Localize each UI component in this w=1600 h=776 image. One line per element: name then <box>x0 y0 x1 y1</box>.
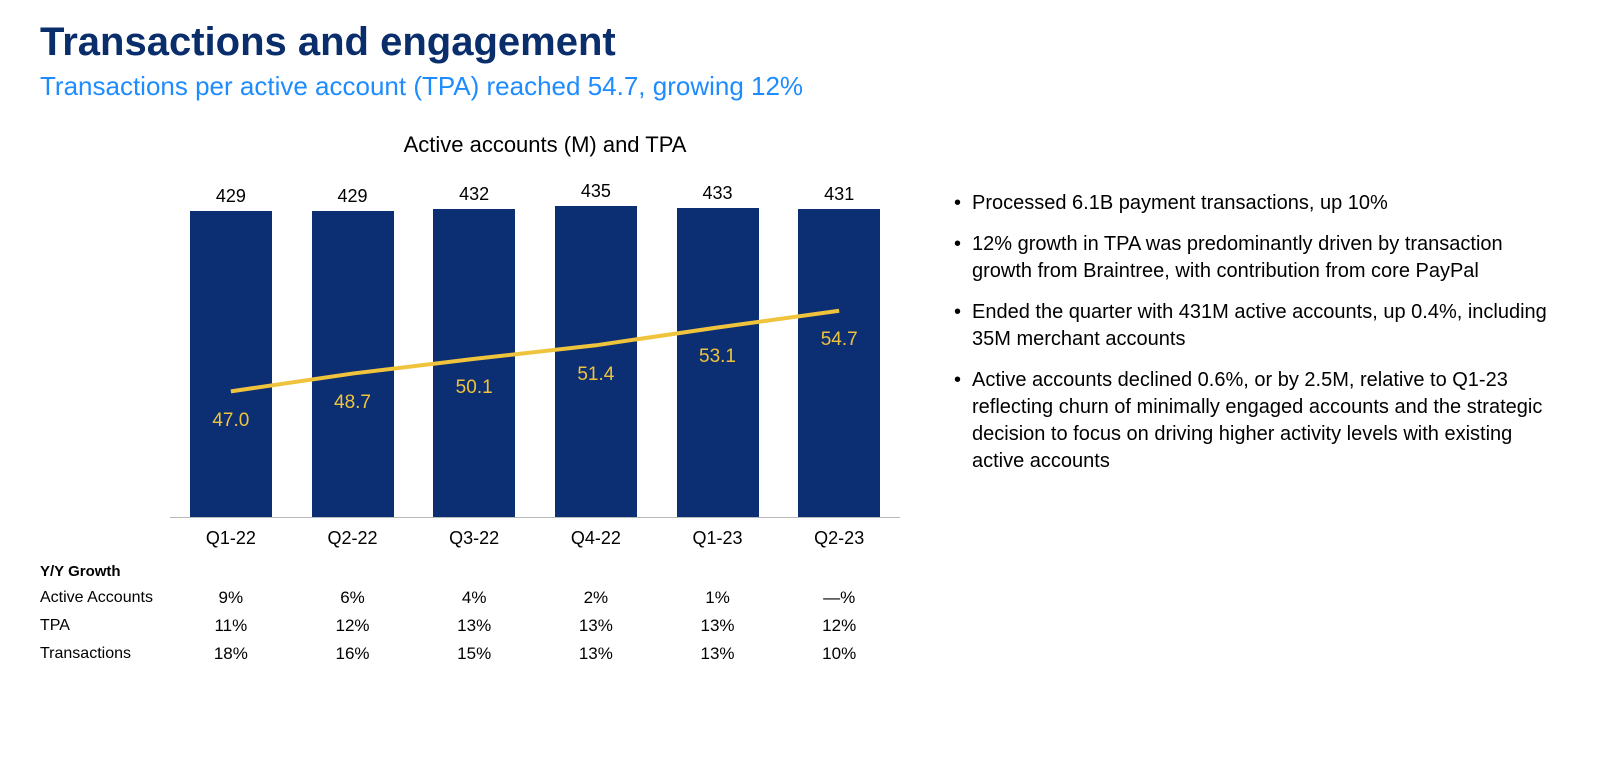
bar: 54.7 <box>798 209 880 517</box>
bullet-item: Processed 6.1B payment transactions, up … <box>950 190 1560 217</box>
growth-row: Active Accounts9%6%4%2%1%—% <box>40 588 900 608</box>
bullets-column: Processed 6.1B payment transactions, up … <box>950 132 1560 672</box>
growth-row-cells: 11%12%13%13%13%12% <box>170 616 900 636</box>
tpa-label: 50.1 <box>456 377 493 399</box>
growth-row-cells: 9%6%4%2%1%—% <box>170 588 900 608</box>
tpa-label: 47.0 <box>212 410 249 432</box>
x-tick-label: Q1-23 <box>657 528 779 549</box>
growth-cell: 6% <box>292 588 414 608</box>
bar-container: 429 47.0 429 48.7 432 50.1 435 51.4 433 53.1 431 54… <box>170 168 900 517</box>
growth-cell: 12% <box>778 616 900 636</box>
bar-value-label: 429 <box>337 186 367 207</box>
bullet-item: 12% growth in TPA was predominantly driv… <box>950 231 1560 285</box>
x-tick-label: Q3-22 <box>413 528 535 549</box>
bar: 48.7 <box>312 211 394 517</box>
bar-value-label: 433 <box>703 183 733 204</box>
bar-value-label: 432 <box>459 184 489 205</box>
tpa-label: 51.4 <box>577 364 614 386</box>
growth-cell: 10% <box>778 644 900 664</box>
growth-cell: 16% <box>292 644 414 664</box>
growth-cell: —% <box>778 588 900 608</box>
growth-row-label: TPA <box>40 617 170 635</box>
growth-cell: 13% <box>657 616 779 636</box>
bar: 50.1 <box>433 209 515 517</box>
bar-slot: 435 51.4 <box>535 168 657 517</box>
bullet-item: Ended the quarter with 431M active accou… <box>950 299 1560 353</box>
bar-value-label: 435 <box>581 181 611 202</box>
growth-cell: 13% <box>657 644 779 664</box>
x-axis: Q1-22Q2-22Q3-22Q4-22Q1-23Q2-23 <box>170 528 900 549</box>
bullet-list: Processed 6.1B payment transactions, up … <box>950 190 1560 475</box>
growth-cell: 13% <box>413 616 535 636</box>
growth-cell: 1% <box>657 588 779 608</box>
bar-slot: 429 47.0 <box>170 168 292 517</box>
growth-cell: 15% <box>413 644 535 664</box>
chart-column: Active accounts (M) and TPA 429 47.0 429 48… <box>40 132 920 672</box>
growth-cell: 9% <box>170 588 292 608</box>
bar: 51.4 <box>555 206 637 517</box>
growth-row-label: Active Accounts <box>40 589 170 607</box>
growth-header-row: Y/Y Growth <box>40 563 900 580</box>
growth-cell: 11% <box>170 616 292 636</box>
x-tick-label: Q2-23 <box>778 528 900 549</box>
tpa-label: 54.7 <box>821 329 858 351</box>
growth-table: Y/Y GrowthActive Accounts9%6%4%2%1%—%TPA… <box>40 563 900 664</box>
growth-cell: 12% <box>292 616 414 636</box>
growth-row: TPA11%12%13%13%13%12% <box>40 616 900 636</box>
growth-cell: 2% <box>535 588 657 608</box>
growth-header-label: Y/Y Growth <box>40 563 170 580</box>
content-row: Active accounts (M) and TPA 429 47.0 429 48… <box>40 132 1560 672</box>
bar-slot: 431 54.7 <box>778 168 900 517</box>
bar: 47.0 <box>190 211 272 517</box>
bar-value-label: 431 <box>824 184 854 205</box>
x-tick-label: Q4-22 <box>535 528 657 549</box>
growth-row-label: Transactions <box>40 645 170 663</box>
tpa-label: 53.1 <box>699 346 736 368</box>
tpa-label: 48.7 <box>334 392 371 414</box>
growth-cell: 13% <box>535 644 657 664</box>
chart-plot: 429 47.0 429 48.7 432 50.1 435 51.4 433 53.1 431 54… <box>170 168 900 518</box>
growth-row: Transactions18%16%15%13%13%10% <box>40 644 900 664</box>
bar-slot: 429 48.7 <box>292 168 414 517</box>
growth-row-cells: 18%16%15%13%13%10% <box>170 644 900 664</box>
growth-cell: 18% <box>170 644 292 664</box>
x-tick-label: Q1-22 <box>170 528 292 549</box>
growth-cell: 4% <box>413 588 535 608</box>
chart-title: Active accounts (M) and TPA <box>170 132 920 158</box>
bar-slot: 433 53.1 <box>657 168 779 517</box>
x-tick-label: Q2-22 <box>292 528 414 549</box>
chart-wrap: 429 47.0 429 48.7 432 50.1 435 51.4 433 53.1 431 54… <box>170 168 900 549</box>
page-title: Transactions and engagement <box>40 20 1560 65</box>
bullet-item: Active accounts declined 0.6%, or by 2.5… <box>950 367 1560 475</box>
growth-cell: 13% <box>535 616 657 636</box>
bar-slot: 432 50.1 <box>413 168 535 517</box>
bar: 53.1 <box>677 208 759 517</box>
bar-value-label: 429 <box>216 186 246 207</box>
page-subtitle: Transactions per active account (TPA) re… <box>40 71 1560 102</box>
